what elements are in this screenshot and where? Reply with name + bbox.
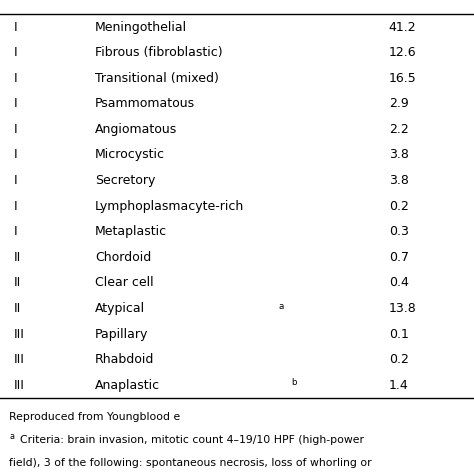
Text: 0.2: 0.2 bbox=[389, 353, 409, 366]
Text: I: I bbox=[14, 46, 18, 59]
Text: Metaplastic: Metaplastic bbox=[95, 225, 167, 238]
Text: Meningothelial: Meningothelial bbox=[95, 20, 187, 34]
Text: Secretory: Secretory bbox=[95, 174, 155, 187]
Text: 41.2: 41.2 bbox=[389, 20, 416, 34]
Text: I: I bbox=[14, 174, 18, 187]
Text: 0.1: 0.1 bbox=[389, 328, 409, 341]
Text: Fibrous (fibroblastic): Fibrous (fibroblastic) bbox=[95, 46, 222, 59]
Text: Clear cell: Clear cell bbox=[95, 276, 154, 290]
Text: Chordoid: Chordoid bbox=[95, 251, 151, 264]
Text: field), 3 of the following: spontaneous necrosis, loss of whorling or: field), 3 of the following: spontaneous … bbox=[9, 458, 372, 468]
Text: Psammomatous: Psammomatous bbox=[95, 97, 195, 110]
Text: 3.8: 3.8 bbox=[389, 148, 409, 162]
Text: Microcystic: Microcystic bbox=[95, 148, 165, 162]
Text: I: I bbox=[14, 20, 18, 34]
Text: Papillary: Papillary bbox=[95, 328, 148, 341]
Text: 3.8: 3.8 bbox=[389, 174, 409, 187]
Text: 0.4: 0.4 bbox=[389, 276, 409, 290]
Text: 12.6: 12.6 bbox=[389, 46, 416, 59]
Text: I: I bbox=[14, 123, 18, 136]
Text: 0.7: 0.7 bbox=[389, 251, 409, 264]
Text: II: II bbox=[14, 251, 21, 264]
Text: III: III bbox=[14, 328, 25, 341]
Text: 0.3: 0.3 bbox=[389, 225, 409, 238]
Text: III: III bbox=[14, 379, 25, 392]
Text: b: b bbox=[292, 378, 297, 387]
Text: 13.8: 13.8 bbox=[389, 302, 417, 315]
Text: Anaplastic: Anaplastic bbox=[95, 379, 160, 392]
Text: 2.9: 2.9 bbox=[389, 97, 409, 110]
Text: I: I bbox=[14, 225, 18, 238]
Text: I: I bbox=[14, 200, 18, 213]
Text: 16.5: 16.5 bbox=[389, 72, 417, 85]
Text: Criteria: brain invasion, mitotic count 4–19/10 HPF (high-power: Criteria: brain invasion, mitotic count … bbox=[20, 435, 364, 445]
Text: a: a bbox=[278, 301, 284, 310]
Text: II: II bbox=[14, 276, 21, 290]
Text: a: a bbox=[9, 432, 15, 441]
Text: I: I bbox=[14, 97, 18, 110]
Text: 1.4: 1.4 bbox=[389, 379, 409, 392]
Text: Lymphoplasmacyte-rich: Lymphoplasmacyte-rich bbox=[95, 200, 244, 213]
Text: Rhabdoid: Rhabdoid bbox=[95, 353, 154, 366]
Text: I: I bbox=[14, 72, 18, 85]
Text: Reproduced from Youngblood e: Reproduced from Youngblood e bbox=[9, 412, 181, 422]
Text: 2.2: 2.2 bbox=[389, 123, 409, 136]
Text: II: II bbox=[14, 302, 21, 315]
Text: Atypical: Atypical bbox=[95, 302, 145, 315]
Text: I: I bbox=[14, 148, 18, 162]
Text: Angiomatous: Angiomatous bbox=[95, 123, 177, 136]
Text: 0.2: 0.2 bbox=[389, 200, 409, 213]
Text: Transitional (mixed): Transitional (mixed) bbox=[95, 72, 219, 85]
Text: III: III bbox=[14, 353, 25, 366]
